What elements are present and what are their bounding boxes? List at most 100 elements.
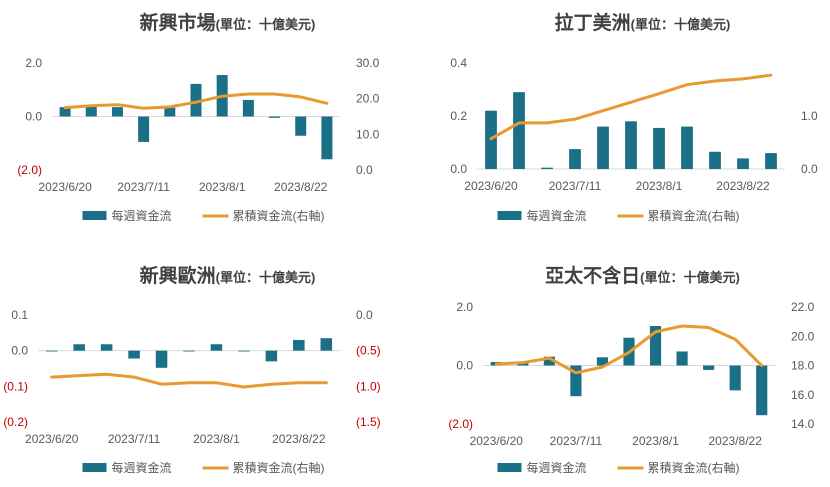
chart-title: 拉丁美洲 [555, 11, 631, 34]
legend-line-label: 累積資金流(右軸) [648, 208, 740, 223]
legend: 每週資金流 累積資金流(右軸) [497, 460, 740, 475]
cumulative-flow-line [494, 324, 764, 375]
weekly-flow-bar [183, 350, 195, 352]
chart-unit: (單位：十億美元) [640, 270, 740, 285]
y-right-tick-label: (1.0) [356, 379, 381, 393]
weekly-flow-bar [320, 338, 333, 351]
y-left-tick-label: (0.1) [3, 379, 28, 393]
y-right-tick-label: 18.0 [791, 359, 815, 373]
legend-bar-swatch [82, 463, 107, 472]
y-right-tick-label: 10.0 [356, 127, 380, 141]
weekly-flow-bar [543, 356, 555, 366]
x-tick-label: 2023/8/1 [632, 434, 679, 448]
weekly-flow-bar [737, 158, 749, 169]
legend-bar-label: 每週資金流 [112, 208, 172, 223]
legend-line-label: 累積資金流(右軸) [233, 460, 325, 475]
weekly-flow-bar [155, 350, 168, 368]
weekly-flow-bar [190, 83, 202, 117]
weekly-flow-bar [128, 350, 140, 359]
weekly-flow-bar [676, 351, 688, 366]
legend: 每週資金流 累積資金流(右軸) [82, 460, 325, 475]
legend-bar-swatch [497, 463, 522, 472]
legend-bar-label: 每週資金流 [527, 460, 587, 475]
y-left-tick-label: 0.0 [450, 162, 467, 176]
x-tick-label: 2023/7/11 [550, 434, 603, 448]
x-tick-label: 2023/8/22 [274, 180, 328, 194]
chart-title: 新興市場 [140, 11, 216, 34]
weekly-flow-bar [111, 107, 123, 117]
y-right-tick-label: 20.0 [791, 329, 815, 343]
weekly-flow-bar [45, 350, 58, 352]
legend-bar-swatch [497, 211, 522, 220]
x-tick-label: 2023/6/20 [38, 180, 92, 194]
legend-bar-swatch [82, 211, 107, 220]
chart-panel-4: 亞太不含日(單位：十億美元) 2.0 0.0 (2.0) 22.0 20.0 18.0 16.… [448, 264, 815, 475]
y-left-tick-label: 0.0 [11, 344, 28, 358]
legend-line-label: 累積資金流(右軸) [233, 208, 325, 223]
weekly-flow-bar [295, 116, 307, 136]
x-tick-label: 2023/8/22 [708, 434, 762, 448]
weekly-flow-bar [570, 365, 582, 397]
chart-panel-2: 拉丁美洲(單位：十億美元) 0.4 0.2 0.0 1.0 0.0 2023/6/20 202… [450, 11, 818, 223]
x-tick-label: 2023/8/1 [199, 180, 246, 194]
y-left-tick-label: 2.0 [25, 56, 42, 70]
cumulative-flow-line [63, 92, 329, 110]
y-left-tick-label: 0.1 [11, 308, 28, 322]
weekly-flow-bar [138, 116, 150, 142]
chart-unit: (單位：十億美元) [216, 270, 316, 285]
legend: 每週資金流 累積資金流(右軸) [497, 208, 740, 223]
weekly-flow-bar [321, 116, 333, 160]
y-right-tick-label: 0.0 [356, 308, 373, 322]
weekly-flow-bar [541, 167, 553, 169]
x-tick-label: 2023/6/20 [470, 434, 524, 448]
weekly-flow-bar [85, 106, 97, 117]
chart-title-group: 拉丁美洲(單位：十億美元) [555, 11, 731, 34]
y-left-tick-label: 0.0 [25, 110, 42, 124]
weekly-flow-bar [269, 116, 281, 118]
weekly-flow-bar [703, 365, 715, 370]
y-left-tick-label: (2.0) [17, 163, 42, 177]
weekly-flow-bar [59, 107, 71, 117]
weekly-flow-bar [100, 344, 113, 351]
weekly-flow-bar [596, 357, 609, 366]
y-right-tick-label: (1.5) [356, 415, 381, 429]
chart-title-group: 新興歐洲(單位：十億美元) [140, 264, 316, 287]
chart-unit: (單位：十億美元) [216, 17, 316, 32]
weekly-flow-bar [625, 121, 637, 169]
y-left-tick-label: 2.0 [456, 300, 473, 314]
y-left-tick-label: 0.0 [456, 359, 473, 373]
legend-bar-label: 每週資金流 [527, 208, 587, 223]
weekly-flow-bar [293, 339, 305, 351]
x-tick-label: 2023/6/20 [25, 432, 79, 446]
chart-title: 新興歐洲 [140, 264, 216, 287]
weekly-flow-bar [513, 92, 525, 169]
y-left-tick-label: (0.2) [3, 415, 28, 429]
chart-title-group: 新興市場(單位：十億美元) [140, 11, 316, 34]
cumulative-flow-line [50, 372, 328, 389]
weekly-flow-bar [238, 350, 250, 352]
y-left-tick-label: 0.2 [450, 109, 467, 123]
y-right-tick-label: 22.0 [791, 300, 815, 314]
cumulative-flow-line [489, 73, 773, 141]
weekly-flow-bar [569, 149, 581, 169]
weekly-flow-bar [242, 99, 254, 117]
x-tick-label: 2023/6/20 [464, 179, 518, 193]
y-left-tick-label: 0.4 [450, 56, 467, 70]
weekly-flow-bar [164, 107, 176, 117]
y-right-tick-label: 0.0 [356, 163, 373, 177]
weekly-flow-bar [765, 153, 777, 169]
y-right-tick-label: 14.0 [791, 417, 815, 431]
weekly-flow-bar [681, 126, 693, 169]
weekly-flow-bar [649, 326, 662, 366]
chart-panel-3: 新興歐洲(單位：十億美元) 0.1 0.0 (0.1) (0.2) 0.0 (0.5) (1.… [3, 264, 381, 475]
x-tick-label: 2023/8/1 [636, 179, 683, 193]
weekly-flow-bar [653, 127, 665, 169]
y-right-tick-label: 0.0 [801, 162, 818, 176]
y-left-tick-label: (2.0) [448, 417, 473, 431]
weekly-flow-bar [265, 350, 278, 362]
weekly-flow-bar [729, 365, 741, 391]
chart-unit: (單位：十億美元) [631, 17, 731, 32]
y-right-tick-label: (0.5) [356, 344, 381, 358]
x-tick-label: 2023/7/11 [549, 179, 602, 193]
